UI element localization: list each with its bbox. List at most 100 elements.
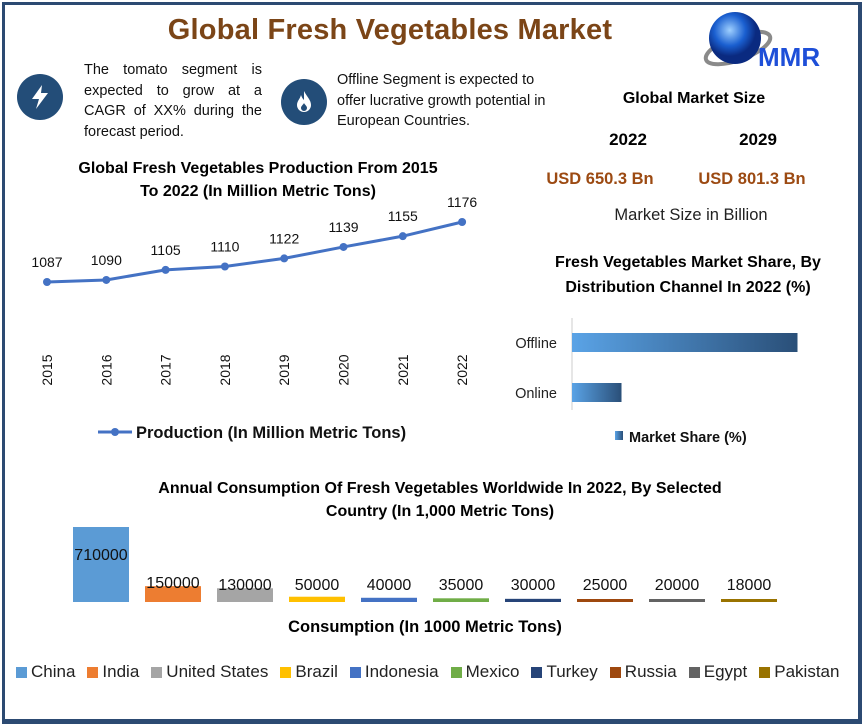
bar-pakistan	[721, 599, 777, 602]
legend-swatch	[759, 666, 771, 678]
lightning-icon	[17, 74, 63, 120]
data-label: 50000	[295, 577, 340, 594]
data-label: 1105	[151, 242, 181, 258]
legend-label: Russia	[624, 662, 677, 681]
consumption-chart-title: Annual Consumption Of Fresh Vegetables W…	[158, 480, 722, 520]
category-label: Offline	[515, 336, 557, 352]
legend-label: Turkey	[546, 662, 598, 681]
data-label: 18000	[727, 577, 772, 594]
market-size-title: Global Market Size	[622, 90, 766, 107]
x-tick-label: 2019	[276, 354, 292, 385]
value-2022: USD 650.3 Bn	[546, 170, 654, 188]
legend-item: China	[16, 662, 75, 682]
data-label: 1139	[328, 219, 358, 235]
data-label: 710000	[74, 547, 127, 564]
legend-swatch	[151, 666, 163, 678]
bar-online	[572, 383, 622, 402]
data-label: 25000	[583, 577, 628, 594]
x-tick-label: 2015	[39, 354, 55, 385]
line-chart-title: Global Fresh Vegetables Production From …	[78, 160, 438, 200]
legend-swatch	[280, 666, 292, 678]
legend-label: China	[31, 662, 76, 681]
data-label: 1090	[91, 252, 122, 268]
legend-swatch	[531, 666, 543, 678]
legend-label: Brazil	[295, 662, 338, 681]
x-tick-label: 2017	[158, 354, 174, 385]
bar-united-states	[217, 588, 273, 602]
legend-item: India	[87, 662, 139, 682]
data-point	[102, 275, 111, 284]
page-title: Global Fresh Vegetables Market	[167, 14, 613, 46]
data-point	[458, 218, 467, 226]
legend-item: Turkey	[531, 662, 598, 682]
x-tick-label: 2020	[336, 354, 352, 385]
bar-india	[145, 586, 201, 602]
data-label: 1176	[447, 194, 477, 210]
x-tick-label: 2021	[395, 354, 411, 385]
consumption-bar-chart: 710000 150000 130000 50000 40000 35000 30000 25…	[73, 527, 777, 602]
legend-swatch	[16, 666, 27, 678]
market-size-note: Market Size in Billion	[614, 206, 768, 224]
value-2029: USD 801.3 Bn	[698, 170, 806, 188]
consumption-xlabel: Consumption (In 1000 Metric Tons)	[288, 618, 562, 636]
share-bar-chart: Offline Online Market Share (%)	[515, 318, 798, 446]
legend-item: United States	[151, 662, 268, 682]
data-label: 35000	[439, 577, 484, 594]
legend-label: Market Share (%)	[629, 430, 747, 446]
data-point	[339, 242, 348, 251]
legend-label: United States	[166, 662, 269, 681]
data-label: 1155	[388, 208, 418, 224]
highlight-offline: Offline Segment is expected to offer luc…	[337, 72, 546, 129]
data-point	[398, 232, 407, 241]
category-label: Online	[515, 386, 557, 402]
legend-swatch	[688, 666, 700, 678]
bar-egypt	[649, 599, 705, 602]
legend-swatch	[609, 666, 621, 678]
highlight-tomato: The tomato segment is expected to grow a…	[84, 62, 262, 140]
mmr-logo: MMR	[700, 10, 850, 74]
legend-item: Russia	[609, 662, 677, 682]
share-chart-title: Fresh Vegetables Market Share, By Distri…	[555, 254, 821, 296]
bar-russia	[577, 599, 633, 602]
legend-label: Mexico	[465, 662, 520, 681]
production-line	[46, 220, 463, 284]
legend-item: Indonesia	[349, 662, 439, 682]
legend-item: Brazil	[280, 662, 338, 682]
bar-mexico	[433, 598, 489, 602]
bar-brazil	[289, 596, 345, 602]
bar-china	[73, 527, 129, 602]
legend-label: Pakistan	[774, 662, 840, 681]
data-label: 30000	[511, 577, 556, 594]
x-tick-label: 2022	[454, 354, 470, 385]
legend-item: Egypt	[688, 662, 748, 682]
x-tick-label: 2016	[98, 354, 114, 385]
data-point	[43, 278, 51, 286]
legend-label: Indonesia	[364, 662, 439, 681]
consumption-legend: China India United States Brazil Indonesia Me…	[16, 662, 839, 682]
flame-icon	[281, 79, 327, 125]
svg-text:MMR: MMR	[758, 42, 820, 72]
bar-indonesia	[361, 597, 417, 602]
legend-label: Production (In Million Metric Tons)	[136, 424, 406, 442]
data-label: 1110	[210, 238, 239, 254]
data-label: 150000	[146, 575, 199, 592]
legend-item: Pakistan	[759, 662, 839, 682]
bar-turkey	[505, 598, 561, 602]
data-point	[161, 265, 170, 274]
legend-item: Mexico	[450, 662, 520, 682]
year-2022: 2022	[609, 130, 647, 149]
legend-label: Egypt	[703, 662, 748, 681]
x-tick-label: 2018	[217, 354, 233, 385]
data-label: 1122	[269, 230, 299, 246]
data-point	[220, 262, 229, 271]
legend-swatch	[450, 666, 462, 678]
bar-offline	[572, 333, 798, 352]
legend-swatch	[349, 666, 361, 678]
data-label: 20000	[655, 577, 700, 594]
data-label: 40000	[367, 577, 412, 594]
data-label: 1087	[31, 254, 62, 270]
data-label: 130000	[218, 577, 271, 594]
legend-swatch	[615, 431, 623, 440]
production-line-chart: 1087 2015 1090 2016 1105 2017 1110 2018 1122 2019…	[31, 194, 477, 442]
